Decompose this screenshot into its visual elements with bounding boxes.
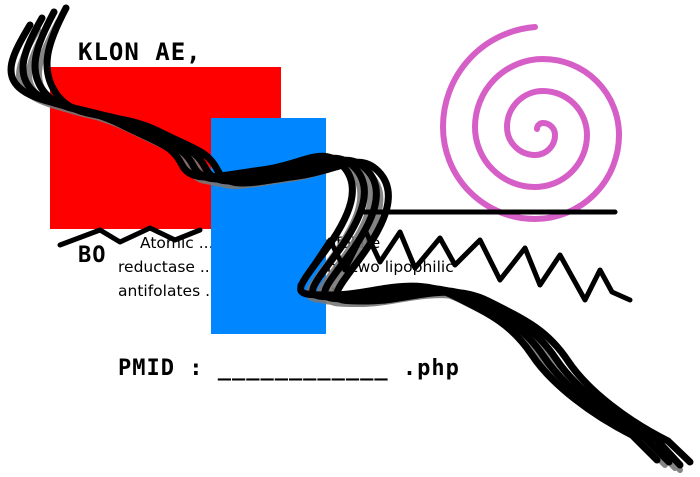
jagged-scribble <box>57 209 633 303</box>
author-line-2: BO <box>78 243 107 268</box>
squiggle-lines <box>7 4 694 469</box>
spiral-shape <box>439 24 623 223</box>
author-line: KLON AE, <box>78 38 202 66</box>
pmid-label: PMID : ____________ .php <box>118 356 460 381</box>
blue-block <box>211 118 326 334</box>
